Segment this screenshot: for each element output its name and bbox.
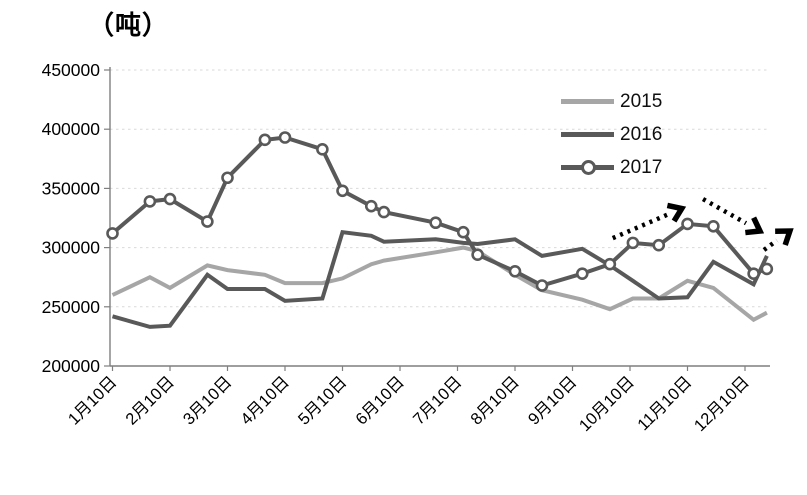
series-line-2015 bbox=[111, 245, 768, 323]
y-axis-unit-title: （吨） bbox=[88, 11, 170, 41]
legend-line-sample-2015 bbox=[561, 99, 614, 104]
legend-item-2016: 2016 bbox=[561, 118, 662, 151]
data-point-marker bbox=[603, 257, 617, 271]
x-tick-label: 3月10日 bbox=[180, 373, 236, 429]
y-tick-label: 250000 bbox=[42, 297, 101, 317]
y-tick-label: 300000 bbox=[42, 238, 101, 258]
data-point-marker bbox=[258, 133, 272, 147]
gridlines bbox=[110, 69, 770, 308]
data-point-marker bbox=[681, 217, 694, 231]
data-point-marker bbox=[747, 267, 760, 280]
data-point-marker bbox=[535, 279, 549, 292]
legend-label: 2015 bbox=[620, 91, 663, 112]
series-markers-2017 bbox=[106, 131, 774, 292]
data-point-marker bbox=[575, 267, 589, 280]
legend-line-sample-2016 bbox=[561, 132, 614, 137]
x-tick-label: 8月10日 bbox=[467, 373, 523, 429]
data-point-marker bbox=[336, 184, 349, 198]
x-tick-label: 9月10日 bbox=[525, 373, 581, 429]
y-tick-label: 400000 bbox=[42, 119, 101, 139]
x-tick-label: 12月10日 bbox=[691, 373, 753, 435]
legend-item-2017: 2017 bbox=[561, 151, 662, 184]
data-point-marker bbox=[707, 219, 720, 233]
data-point-marker bbox=[429, 216, 442, 230]
x-axis-labels: 1月10日 2月10日 3月10日 4月10日 5月10日 6月10日 7月10日 8月10日… bbox=[65, 373, 753, 435]
data-point-marker bbox=[201, 215, 214, 228]
x-tick-label: 5月10日 bbox=[295, 373, 351, 429]
legend: 2015 2016 2017 bbox=[561, 85, 662, 184]
data-point-marker bbox=[652, 238, 666, 252]
arrowhead-chevron bbox=[745, 216, 765, 236]
y-tick-label: 200000 bbox=[42, 356, 101, 376]
dotted-arrow-shaft bbox=[701, 197, 748, 226]
y-axis-labels: 200000 250000 300000 350000 400000 450000 bbox=[42, 60, 101, 376]
data-point-marker bbox=[364, 199, 378, 213]
axes bbox=[104, 67, 770, 371]
dotted-arrow-shaft bbox=[762, 238, 779, 252]
data-point-marker bbox=[760, 262, 774, 276]
legend-label: 2017 bbox=[620, 157, 663, 178]
x-tick-label: 7月10日 bbox=[410, 373, 466, 429]
data-point-marker bbox=[143, 195, 157, 208]
trend-arrows bbox=[611, 197, 794, 252]
data-point-marker bbox=[456, 225, 470, 239]
data-point-marker bbox=[626, 236, 640, 250]
data-point-marker bbox=[471, 248, 484, 262]
arrowhead-chevron bbox=[666, 202, 687, 223]
arrowhead-chevron bbox=[775, 228, 794, 246]
x-tick-label: 10月10日 bbox=[576, 373, 638, 435]
data-point-marker bbox=[377, 205, 391, 219]
y-tick-label: 450000 bbox=[42, 60, 101, 80]
legend-circle-marker bbox=[581, 160, 596, 175]
x-tick-label: 2月10日 bbox=[122, 373, 178, 429]
data-point-marker bbox=[163, 192, 177, 206]
legend-item-2015: 2015 bbox=[561, 85, 662, 118]
x-tick-label: 1月10日 bbox=[65, 373, 121, 429]
data-point-marker bbox=[221, 171, 234, 185]
series-line-2016 bbox=[111, 230, 769, 329]
legend-label: 2016 bbox=[620, 124, 663, 145]
x-tick-label: 6月10日 bbox=[352, 373, 408, 429]
data-point-marker bbox=[278, 131, 292, 144]
data-point-marker bbox=[508, 264, 522, 278]
series-line-2017 bbox=[111, 135, 768, 288]
dotted-arrow-shaft bbox=[611, 212, 668, 241]
y-tick-label: 350000 bbox=[42, 178, 101, 198]
data-point-marker bbox=[106, 227, 119, 240]
data-point-marker bbox=[316, 143, 329, 156]
x-tick-label: 4月10日 bbox=[237, 373, 293, 429]
legend-line-sample-2017 bbox=[561, 160, 614, 175]
x-tick-label: 11月10日 bbox=[634, 373, 695, 434]
